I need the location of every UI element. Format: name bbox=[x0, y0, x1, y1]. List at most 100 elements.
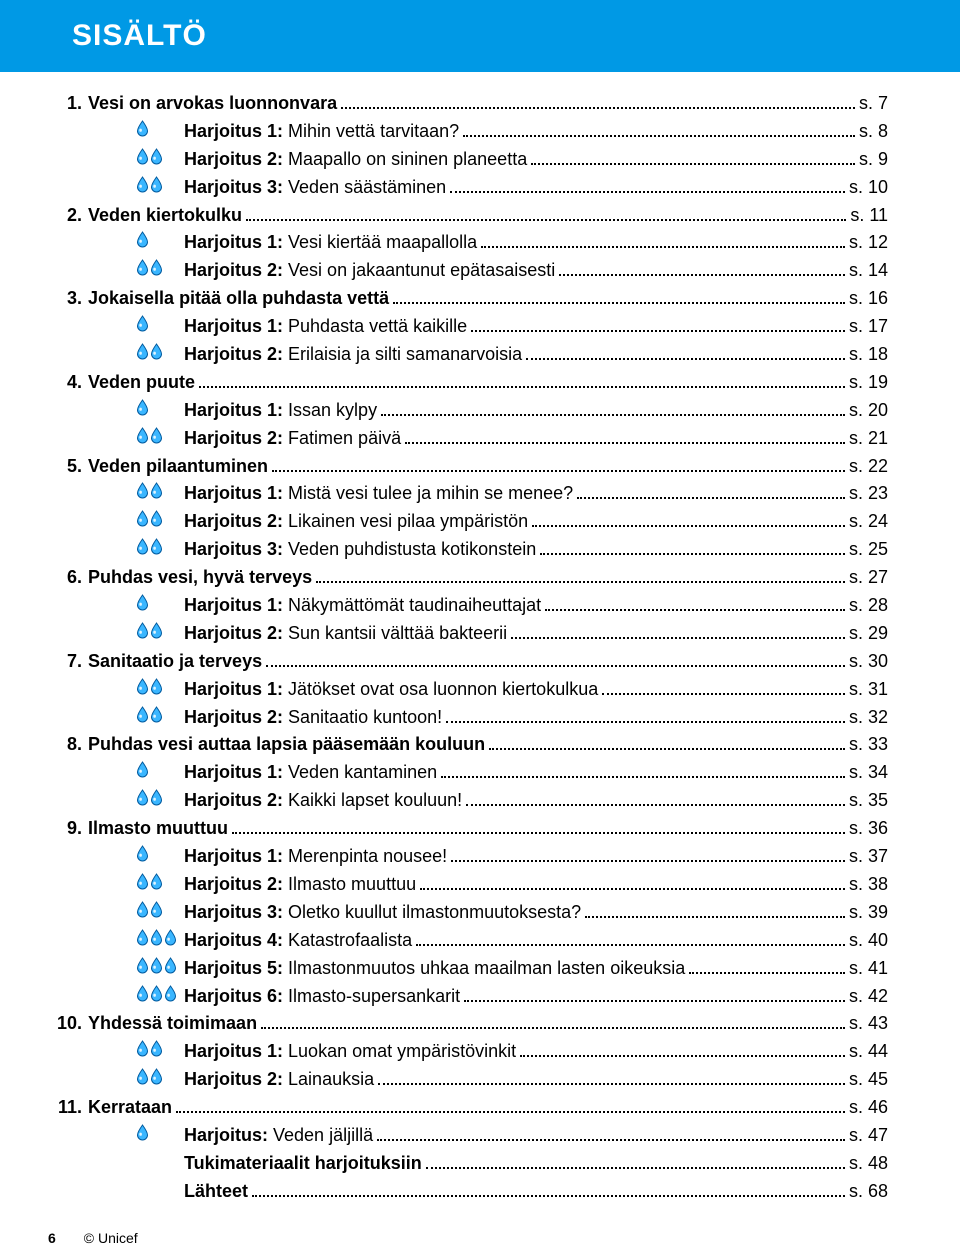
toc-page: s. 32 bbox=[849, 704, 888, 732]
toc-line: Tukimateriaalit harjoituksiin s. 48 bbox=[48, 1150, 888, 1178]
toc-title: Harjoitus 2: Sanitaatio kuntoon! bbox=[184, 704, 442, 732]
dot-leader bbox=[405, 442, 845, 444]
toc-page: s. 44 bbox=[849, 1038, 888, 1066]
water-drop-icon bbox=[150, 901, 163, 918]
toc-line: Lähteet s. 68 bbox=[48, 1178, 888, 1206]
toc-page: s. 25 bbox=[849, 536, 888, 564]
toc-line: Harjoitus 1: Vesi kiertää maapallolla s.… bbox=[48, 229, 888, 257]
toc-page: s. 23 bbox=[849, 480, 888, 508]
difficulty-icons bbox=[88, 538, 184, 555]
chapter-number: 9. bbox=[48, 815, 88, 843]
toc-title: Harjoitus 1: Näkymättömät taudinaiheutta… bbox=[184, 592, 541, 620]
water-drop-icon bbox=[136, 706, 149, 723]
toc-line: Harjoitus 1: Luokan omat ympäristövinkit… bbox=[48, 1038, 888, 1066]
toc-line: Harjoitus 2: Vesi on jakaantunut epätasa… bbox=[48, 257, 888, 285]
dot-leader bbox=[511, 637, 845, 639]
toc-line: Harjoitus 3: Veden puhdistusta kotikonst… bbox=[48, 536, 888, 564]
toc-page: s. 39 bbox=[849, 899, 888, 927]
toc-title: Harjoitus 4: Katastrofaalista bbox=[184, 927, 412, 955]
toc-title: Jokaisella pitää olla puhdasta vettä bbox=[88, 285, 389, 313]
toc-title: Veden pilaantuminen bbox=[88, 453, 268, 481]
toc-line: Harjoitus 2: Sun kantsii välttää bakteer… bbox=[48, 620, 888, 648]
toc-page: s. 68 bbox=[849, 1178, 888, 1206]
toc-title: Veden puute bbox=[88, 369, 195, 397]
difficulty-icons bbox=[88, 315, 184, 332]
toc-page: s. 33 bbox=[849, 731, 888, 759]
dot-leader bbox=[520, 1055, 845, 1057]
toc-line: Harjoitus 3: Oletko kuullut ilmastonmuut… bbox=[48, 899, 888, 927]
water-drop-icon bbox=[136, 120, 149, 137]
dot-leader bbox=[446, 721, 845, 723]
toc-page: s. 21 bbox=[849, 425, 888, 453]
dot-leader bbox=[378, 1083, 845, 1085]
dot-leader bbox=[266, 665, 845, 667]
toc-line: Harjoitus 6: Ilmasto-supersankarit s. 42 bbox=[48, 983, 888, 1011]
difficulty-icons bbox=[88, 929, 184, 946]
toc-page: s. 41 bbox=[849, 955, 888, 983]
toc-line: Harjoitus 1: Mistä vesi tulee ja mihin s… bbox=[48, 480, 888, 508]
dot-leader bbox=[393, 302, 845, 304]
toc-line: 7. Sanitaatio ja terveys s. 30 bbox=[48, 648, 888, 676]
toc-page: s. 29 bbox=[849, 620, 888, 648]
dot-leader bbox=[416, 944, 845, 946]
dot-leader bbox=[540, 553, 845, 555]
toc-page: s. 22 bbox=[849, 453, 888, 481]
footer-page-number: 6 bbox=[48, 1230, 56, 1246]
toc-page: s. 16 bbox=[849, 285, 888, 313]
difficulty-icons bbox=[88, 1040, 184, 1057]
toc-line: 4. Veden puute s. 19 bbox=[48, 369, 888, 397]
toc-title: Lähteet bbox=[184, 1178, 248, 1206]
dot-leader bbox=[602, 693, 845, 695]
toc-line: Harjoitus 1: Jätökset ovat osa luonnon k… bbox=[48, 676, 888, 704]
dot-leader bbox=[532, 525, 845, 527]
toc-title: Harjoitus 2: Sun kantsii välttää bakteer… bbox=[184, 620, 507, 648]
toc-page: s. 9 bbox=[859, 146, 888, 174]
dot-leader bbox=[585, 916, 845, 918]
difficulty-icons bbox=[88, 594, 184, 611]
toc-line: Harjoitus 3: Veden säästäminen s. 10 bbox=[48, 174, 888, 202]
toc-line: Harjoitus 1: Merenpinta nousee! s. 37 bbox=[48, 843, 888, 871]
toc-page: s. 46 bbox=[849, 1094, 888, 1122]
header-bar: SISÄLTÖ bbox=[0, 0, 960, 72]
water-drop-icon bbox=[136, 1124, 149, 1141]
dot-leader bbox=[420, 888, 845, 890]
water-drop-icon bbox=[150, 510, 163, 527]
toc-title: Tukimateriaalit harjoituksiin bbox=[184, 1150, 422, 1178]
toc-line: 6. Puhdas vesi, hyvä terveys s. 27 bbox=[48, 564, 888, 592]
chapter-number: 2. bbox=[48, 202, 88, 230]
difficulty-icons bbox=[88, 678, 184, 695]
toc-line: Harjoitus 4: Katastrofaalista s. 40 bbox=[48, 927, 888, 955]
toc-title: Harjoitus 2: Ilmasto muuttuu bbox=[184, 871, 416, 899]
dot-leader bbox=[199, 386, 845, 388]
difficulty-icons bbox=[88, 761, 184, 778]
difficulty-icons bbox=[88, 427, 184, 444]
chapter-number: 1. bbox=[48, 90, 88, 118]
toc-line: Harjoitus 2: Kaikki lapset kouluun! s. 3… bbox=[48, 787, 888, 815]
toc-title: Harjoitus 6: Ilmasto-supersankarit bbox=[184, 983, 460, 1011]
toc-page: s. 40 bbox=[849, 927, 888, 955]
difficulty-icons bbox=[88, 706, 184, 723]
toc-title: Harjoitus 1: Puhdasta vettä kaikille bbox=[184, 313, 467, 341]
toc-title: Yhdessä toimimaan bbox=[88, 1010, 257, 1038]
difficulty-icons bbox=[88, 399, 184, 416]
water-drop-icon bbox=[150, 985, 163, 1002]
toc-page: s. 35 bbox=[849, 787, 888, 815]
dot-leader bbox=[526, 358, 845, 360]
dot-leader bbox=[463, 135, 855, 137]
toc-line: 3. Jokaisella pitää olla puhdasta vettä … bbox=[48, 285, 888, 313]
water-drop-icon bbox=[136, 176, 149, 193]
water-drop-icon bbox=[136, 148, 149, 165]
toc-title: Puhdas vesi, hyvä terveys bbox=[88, 564, 312, 592]
dot-leader bbox=[381, 414, 845, 416]
toc-title: Puhdas vesi auttaa lapsia pääsemään koul… bbox=[88, 731, 485, 759]
toc-page: s. 45 bbox=[849, 1066, 888, 1094]
water-drop-icon bbox=[136, 538, 149, 555]
water-drop-icon bbox=[164, 929, 177, 946]
toc-page: s. 19 bbox=[849, 369, 888, 397]
dot-leader bbox=[577, 497, 845, 499]
chapter-number: 4. bbox=[48, 369, 88, 397]
toc-title: Harjoitus 3: Veden säästäminen bbox=[184, 174, 446, 202]
toc-page: s. 7 bbox=[859, 90, 888, 118]
toc-title: Veden kiertokulku bbox=[88, 202, 242, 230]
toc-page: s. 20 bbox=[849, 397, 888, 425]
